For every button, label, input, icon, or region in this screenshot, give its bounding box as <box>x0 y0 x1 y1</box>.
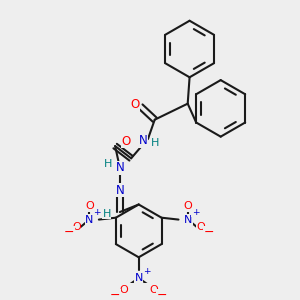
Text: O: O <box>122 135 131 148</box>
Text: N: N <box>85 214 94 225</box>
Text: +: + <box>192 208 199 217</box>
Text: N: N <box>116 184 124 197</box>
Text: O: O <box>130 98 140 111</box>
Text: −: − <box>110 290 120 300</box>
Text: −: − <box>157 290 167 300</box>
Text: N: N <box>139 134 148 147</box>
Text: O: O <box>72 222 81 232</box>
Text: O: O <box>119 285 128 295</box>
Text: N: N <box>184 214 192 225</box>
Text: N: N <box>134 273 143 283</box>
Text: +: + <box>143 267 151 276</box>
Text: O: O <box>85 201 94 212</box>
Text: H: H <box>151 138 159 148</box>
Text: H: H <box>103 209 111 219</box>
Text: O: O <box>184 201 192 212</box>
Text: −: − <box>203 226 214 239</box>
Text: −: − <box>64 226 74 239</box>
Text: +: + <box>93 208 101 217</box>
Text: O: O <box>197 222 206 232</box>
Text: N: N <box>116 161 124 174</box>
Text: O: O <box>149 285 158 295</box>
Text: H: H <box>104 159 113 169</box>
